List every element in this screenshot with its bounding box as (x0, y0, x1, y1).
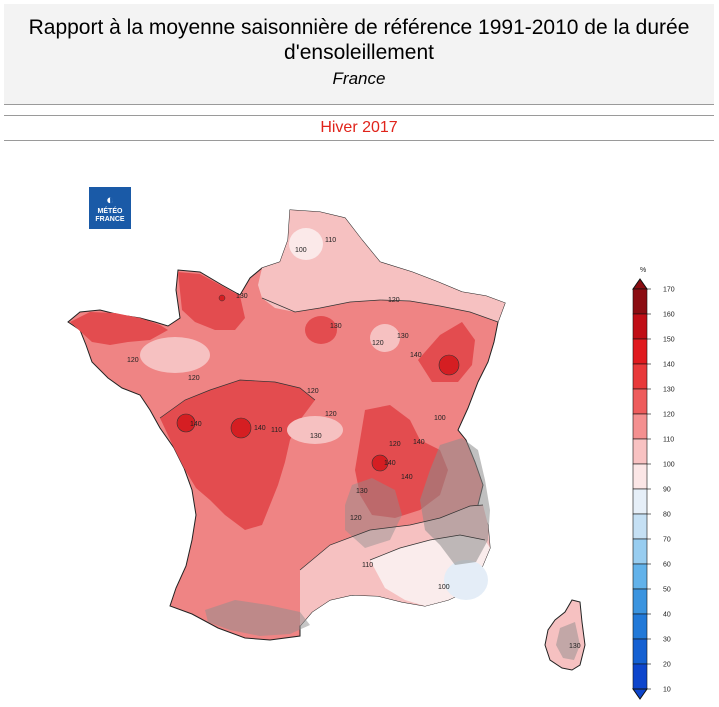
corsica-relief (556, 622, 580, 660)
legend-tick-label: 20 (663, 662, 671, 669)
legend-swatch (632, 588, 648, 615)
pyrenees-relief (205, 600, 310, 636)
legend-tick-label: 120 (663, 412, 675, 419)
contour-label: 120 (188, 375, 200, 382)
legend-swatch (632, 338, 648, 365)
west-high-area (160, 380, 315, 530)
legend-tick-label: 100 (663, 462, 675, 469)
contour-label: 130 (569, 643, 581, 650)
north-low-pocket (289, 228, 323, 260)
contour-label: 130 (330, 323, 342, 330)
legend-tick-label: 130 (663, 387, 675, 394)
contour-label: 140 (413, 439, 425, 446)
legend-swatch (632, 638, 648, 665)
contour-label: 140 (384, 460, 396, 467)
legend-tick-label: 70 (663, 537, 671, 544)
southeast-blue-pocket (444, 560, 488, 600)
legend-swatch (632, 413, 648, 440)
legend-tick-label: 80 (663, 512, 671, 519)
legend-tick-label: 40 (663, 612, 671, 619)
legend-swatch (632, 663, 648, 690)
peak-spot-normandy (218, 294, 226, 302)
legend-swatch (632, 538, 648, 565)
meteo-france-logo-icon: ◐ (106, 192, 114, 207)
logo-line-2: FRANCE (95, 216, 125, 223)
contour-label: 130 (310, 433, 322, 440)
peak-spot-lorraine (438, 354, 460, 376)
legend-tick-label: 90 (663, 487, 671, 494)
peak-spot-vendee (176, 413, 196, 433)
map-title: Rapport à la moyenne saisonnière de réfé… (4, 15, 714, 65)
legend-tick-label: 50 (663, 587, 671, 594)
legend-swatch (632, 488, 648, 515)
contour-label: 130 (236, 293, 248, 300)
contour-label: 120 (388, 297, 400, 304)
contour-label: 130 (397, 333, 409, 340)
centre-light-pocket (287, 416, 343, 444)
legend-swatch (632, 563, 648, 590)
france-sunshine-map: 110 100 120 130 120 130 120 130 140 120 140 120 140 1… (67, 209, 586, 671)
legend-swatch (632, 388, 648, 415)
legend-tick-label: 10 (663, 687, 671, 694)
contour-label: 130 (356, 488, 368, 495)
contour-label: 110 (325, 237, 336, 244)
legend-ticks: 170 160 150 140 130 120 110 100 90 80 70 60 50 40 30 20… (647, 287, 675, 694)
champagne-light-pocket (370, 324, 400, 352)
legend-swatch (632, 363, 648, 390)
legend-unit: % (640, 267, 646, 274)
title-line-1: Rapport à la moyenne saisonnière de réfé… (28, 16, 690, 39)
contour-label: 120 (325, 411, 337, 418)
normandy-high-area (178, 272, 245, 330)
legend-swatch (632, 288, 648, 315)
logo-text: MÉTÉO FRANCE (89, 208, 131, 224)
alps-relief (420, 438, 490, 565)
contour-label: 120 (389, 441, 401, 448)
contour-label: 100 (434, 415, 446, 422)
contour-lines (159, 297, 499, 571)
legend-bottom-arrow (632, 688, 648, 700)
color-scale-legend: % 170 160 150 140 130 120 110 100 90 80 70 60 50 40 30… (632, 267, 675, 700)
legend-swatch (632, 463, 648, 490)
contour-label: 140 (410, 352, 422, 359)
brittany-high-area (70, 312, 168, 345)
map-fill-layers (67, 209, 586, 671)
contour-label: 120 (127, 357, 139, 364)
contour-label: 120 (372, 340, 384, 347)
contour-label: 140 (401, 474, 413, 481)
legend-tick-label: 140 (663, 362, 675, 369)
peak-spot-auvergne (371, 454, 389, 472)
peak-spot-limousin (230, 417, 252, 439)
season-label: Hiver 2017 (4, 115, 714, 141)
contour-label: 100 (295, 247, 307, 254)
paris-high-pocket (305, 316, 337, 344)
legend-swatch (632, 613, 648, 640)
legend-tick-label: 60 (663, 562, 671, 569)
logo-line-1: MÉTÉO (97, 208, 123, 215)
contour-label: 120 (350, 515, 362, 522)
contour-label: 110 (362, 562, 373, 569)
contour-label: 140 (190, 421, 202, 428)
contour-label: 140 (254, 425, 266, 432)
contour-label: 110 (271, 427, 282, 434)
contour-label: 100 (438, 584, 450, 591)
legend-swatch (632, 313, 648, 340)
legend-swatches (632, 278, 648, 700)
header: Rapport à la moyenne saisonnière de réfé… (4, 4, 714, 105)
meteo-france-logo: ◐ MÉTÉO FRANCE (89, 187, 131, 229)
legend-swatch (632, 513, 648, 540)
legend-tick-label: 170 (663, 287, 675, 294)
legend-top-arrow (632, 278, 648, 290)
legend-tick-label: 160 (663, 312, 675, 319)
contour-label: 120 (307, 388, 319, 395)
legend-swatch (632, 438, 648, 465)
region-label: France (332, 69, 386, 88)
title-line-2: d'ensoleillement (284, 41, 434, 64)
contour-labels: 110 100 120 130 120 130 120 130 140 120 140 120 140 1… (127, 237, 581, 650)
legend-tick-label: 110 (663, 437, 674, 444)
northeast-high-area (418, 322, 475, 382)
loire-light-pocket (140, 337, 210, 373)
massif-central-relief (345, 478, 402, 548)
legend-tick-label: 30 (663, 637, 671, 644)
legend-tick-label: 150 (663, 337, 675, 344)
